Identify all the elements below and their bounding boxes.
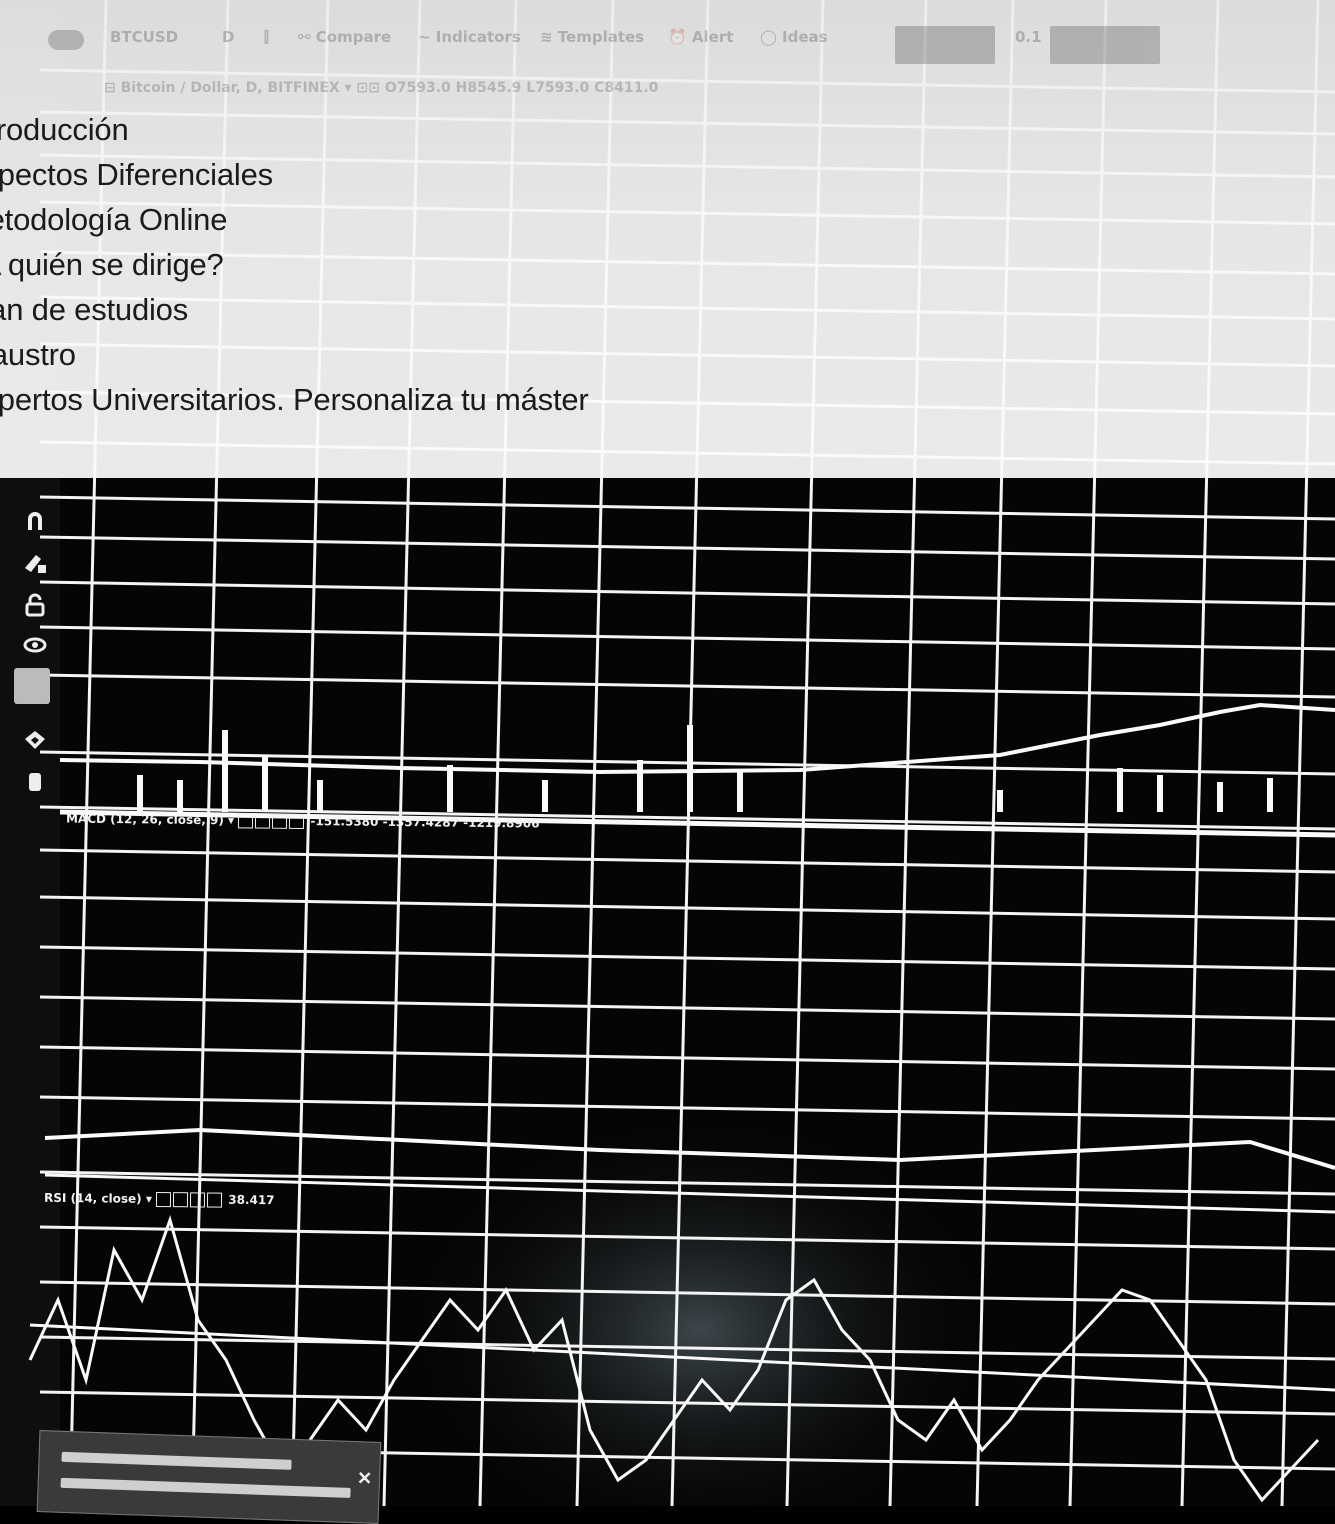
histogram-value: -1219.8906 — [463, 815, 540, 831]
grid-line — [39, 625, 1335, 651]
rsi-legend: RSI (14, close) ▾ 38.417 — [43, 1190, 275, 1208]
grid-line — [39, 1095, 1335, 1121]
eye-icon[interactable] — [22, 632, 48, 658]
ideas-label: Ideas — [782, 28, 828, 46]
washed-out-region — [0, 0, 1335, 478]
indicators-button[interactable]: ∼ Indicators — [418, 28, 521, 46]
ohlc-values: O7593.0 H8545.9 L7593.0 C8411.0 — [384, 80, 659, 96]
grid-line — [39, 1335, 1335, 1361]
grid-line — [39, 580, 1335, 606]
grid-line — [39, 805, 1335, 831]
layers-icon[interactable] — [22, 728, 48, 754]
symbol-label[interactable]: BTCUSD — [110, 28, 179, 46]
menu-item-expertos[interactable]: Expertos Universitarios. Personaliza tu … — [0, 382, 589, 417]
grid-line — [39, 1280, 1335, 1306]
eraser-icon[interactable] — [14, 668, 50, 704]
grid-line — [39, 1225, 1335, 1251]
chart-trace — [29, 1323, 1335, 1392]
rsi-value: 38.417 — [228, 1192, 275, 1208]
templates-label: Templates — [557, 28, 645, 46]
popup-text-line — [60, 1477, 351, 1498]
alert-label: Alert — [691, 28, 734, 46]
compare-label: Compare — [315, 28, 392, 46]
menu-item-claustro[interactable]: Claustro — [0, 337, 76, 372]
ideas-button[interactable]: ◯ Ideas — [760, 28, 828, 46]
alert-button[interactable]: ⏰ Alert — [668, 28, 734, 46]
sell-box[interactable] — [895, 26, 995, 64]
spread-label: 0.1 — [1015, 28, 1042, 46]
grid-line — [39, 1045, 1335, 1071]
menu-item-introduccion[interactable]: Introducción — [0, 112, 129, 147]
trash-icon[interactable] — [22, 768, 48, 794]
buy-box[interactable] — [1050, 26, 1160, 64]
menu-item-plan[interactable]: Plan de estudios — [0, 292, 189, 327]
grid-line — [39, 945, 1335, 971]
chart-trace — [44, 1173, 1335, 1214]
compare-button[interactable]: ⚯ Compare — [298, 28, 392, 46]
grid-line — [39, 895, 1335, 921]
menu-item-metodologia[interactable]: Metodología Online — [0, 202, 228, 237]
cloud-icon — [48, 30, 84, 50]
grid-line — [39, 995, 1335, 1021]
signal-value: -1357.4287 — [382, 814, 460, 830]
chart-trace — [137, 725, 1273, 812]
interval-label[interactable]: D — [222, 28, 235, 46]
grid-line — [39, 495, 1335, 521]
menu-item-aspectos[interactable]: Aspectos Diferenciales — [0, 157, 273, 192]
grid-line — [39, 1170, 1335, 1196]
unlock-icon[interactable] — [22, 592, 48, 618]
chart-header: ⊟ Bitcoin / Dollar, D, BITFINEX ▾ ⊡⊡ O75… — [104, 80, 659, 96]
chart-trace — [59, 809, 1335, 838]
magnet-icon[interactable] — [22, 508, 48, 534]
chart-trace — [28, 1215, 1320, 1503]
macd-value: -151.5380 — [310, 814, 379, 829]
chart-toolbar: BTCUSD D ⫿ ⚯ Compare ∼ Indicators ≋ Temp… — [0, 18, 1335, 64]
indicators-label: Indicators — [435, 28, 521, 46]
macd-label: MACD (12, 26, close, 9) — [65, 811, 224, 828]
rsi-label: RSI (14, close) — [43, 1190, 142, 1206]
grid-line — [39, 673, 1335, 699]
close-icon[interactable]: ✕ — [356, 1468, 373, 1489]
popup-text-line — [61, 1451, 292, 1470]
notification-popup: ✕ — [36, 1430, 382, 1524]
menu-item-a-quien[interactable]: ¿A quién se dirige? — [0, 247, 224, 282]
chart-trace — [44, 1127, 1335, 1170]
lock-drawing-icon[interactable] — [22, 550, 48, 576]
grid-line — [39, 535, 1335, 561]
chart-trace — [59, 702, 1335, 775]
templates-button[interactable]: ≋ Templates — [540, 28, 645, 46]
pair-label: Bitcoin / Dollar, D, BITFINEX — [120, 80, 340, 96]
grid-line — [39, 848, 1335, 874]
bar-style-icon[interactable]: ⫿ — [264, 28, 269, 46]
